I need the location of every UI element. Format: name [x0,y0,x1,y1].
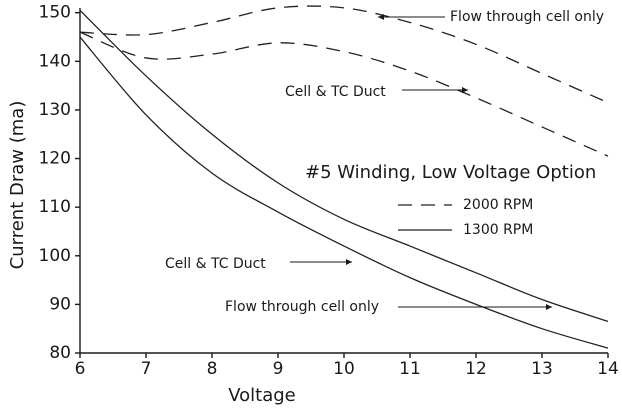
y-tick-label: 140 [39,51,71,71]
y-tick-label: 130 [39,100,71,120]
y-tick-label: 100 [39,246,71,266]
curve-annotation: Flow through cell only [225,299,379,315]
x-tick-label: 9 [273,359,284,379]
y-tick-label: 150 [39,3,71,23]
y-tick-label: 90 [49,294,71,314]
y-axis-label: Current Draw (ma) [7,101,28,270]
curve-annotation: Flow through cell only [450,9,604,25]
series-line [79,36,609,349]
y-tick-label: 80 [49,343,71,363]
x-tick-label: 12 [465,359,487,379]
x-tick-label: 11 [399,359,421,379]
curve-annotation: Cell & TC Duct [165,256,266,272]
x-tick-label: 10 [333,359,355,379]
chart-title: #5 Winding, Low Voltage Option [305,162,596,183]
y-tick-label: 110 [39,197,71,217]
series-line [79,31,609,157]
y-tick-label: 120 [39,149,71,169]
curve-annotation: Cell & TC Duct [285,84,386,100]
x-tick-label: 7 [141,359,152,379]
legend-label: 2000 RPM [463,197,533,213]
x-tick-label: 6 [75,359,86,379]
x-tick-label: 14 [597,359,619,379]
x-axis-label: Voltage [228,385,296,406]
series-line [79,9,609,323]
x-tick-label: 13 [531,359,553,379]
x-tick-label: 8 [207,359,218,379]
legend-label: 1300 RPM [463,222,533,238]
